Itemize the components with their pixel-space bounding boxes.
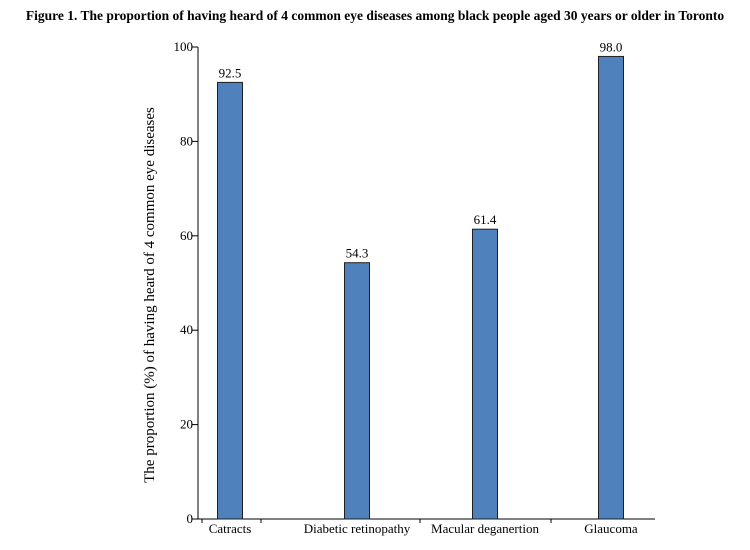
- bar-value-label: 61.4: [474, 212, 497, 227]
- x-category-label: Diabetic retinopathy: [304, 521, 411, 536]
- bar: [472, 228, 498, 520]
- bar: [344, 262, 370, 520]
- y-tick-label: 0: [187, 511, 194, 526]
- x-category-label: Macular deganertion: [431, 521, 539, 536]
- bars: 92.5 54.3 61.4 98.0: [217, 39, 624, 520]
- axes: 0 20 40 60 80 100 Catracts Diabetic retinopathy…: [174, 39, 655, 536]
- y-axis-title: The proportion (%) of having heard of 4 …: [142, 107, 158, 483]
- chart-title: Figure 1. The proportion of having heard…: [25, 8, 725, 23]
- y-tick-label: 100: [174, 39, 194, 54]
- y-tick-label: 60: [180, 228, 193, 243]
- bar: [598, 55, 624, 520]
- x-category-label: Catracts: [209, 521, 252, 536]
- y-tick-label: 80: [180, 133, 193, 148]
- y-tick-label: 20: [180, 417, 193, 432]
- bar-value-label: 98.0: [600, 39, 623, 54]
- bar-value-label: 54.3: [346, 246, 369, 261]
- bar-value-label: 92.5: [219, 65, 242, 80]
- y-tick-label: 40: [180, 322, 193, 337]
- x-category-label: Glaucoma: [584, 521, 638, 536]
- bar: [217, 81, 243, 520]
